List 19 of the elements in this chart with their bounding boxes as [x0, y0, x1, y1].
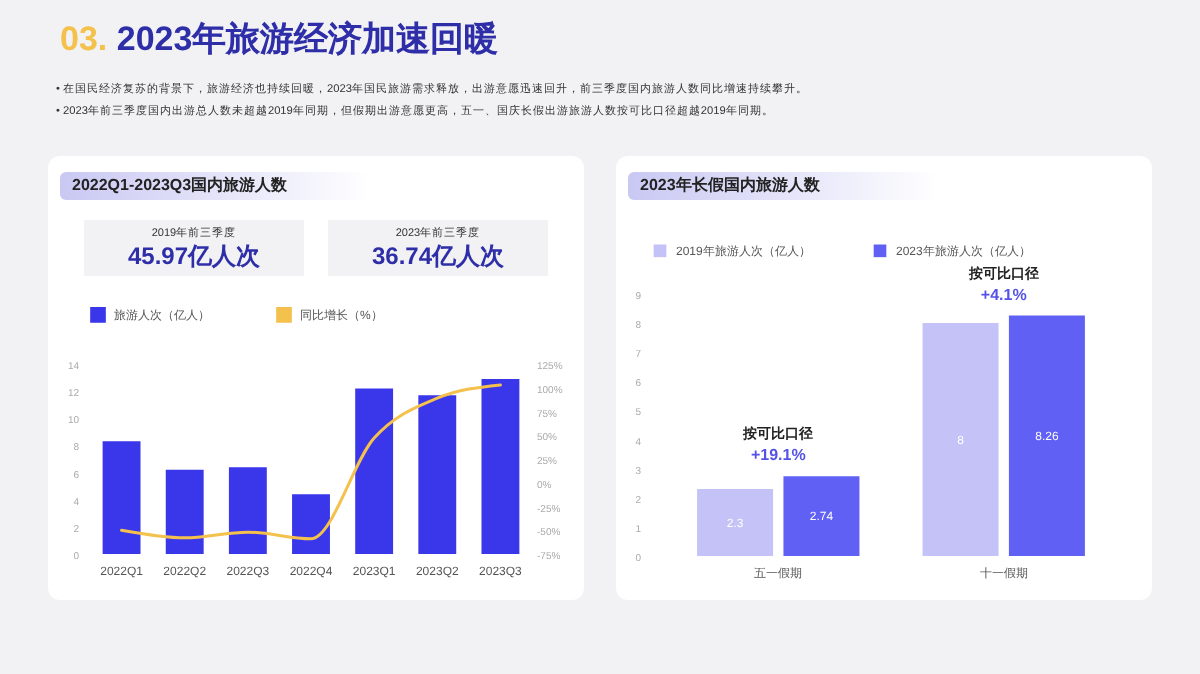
text: 36.74亿人次	[369, 240, 507, 274]
bar	[1008, 315, 1085, 556]
bar	[228, 467, 267, 554]
bar	[481, 378, 520, 554]
bar	[418, 395, 457, 554]
annotation: +19.1%	[750, 446, 806, 465]
bar	[102, 441, 141, 554]
bar	[355, 388, 394, 554]
chart-title: 2023年长假国内旅游人数	[628, 172, 940, 200]
bar	[922, 323, 999, 556]
bar	[783, 476, 860, 556]
chart-title: 2022Q1-2023Q3国内旅游人数	[60, 172, 372, 200]
text: 45.97亿人次	[125, 240, 263, 274]
text: 03. 2023年旅游经济加速回暖	[60, 18, 499, 62]
line-series	[120, 383, 502, 541]
bar	[165, 469, 204, 554]
bar	[292, 494, 330, 554]
bar	[697, 489, 774, 556]
annotation: +4.1%	[980, 285, 1027, 304]
